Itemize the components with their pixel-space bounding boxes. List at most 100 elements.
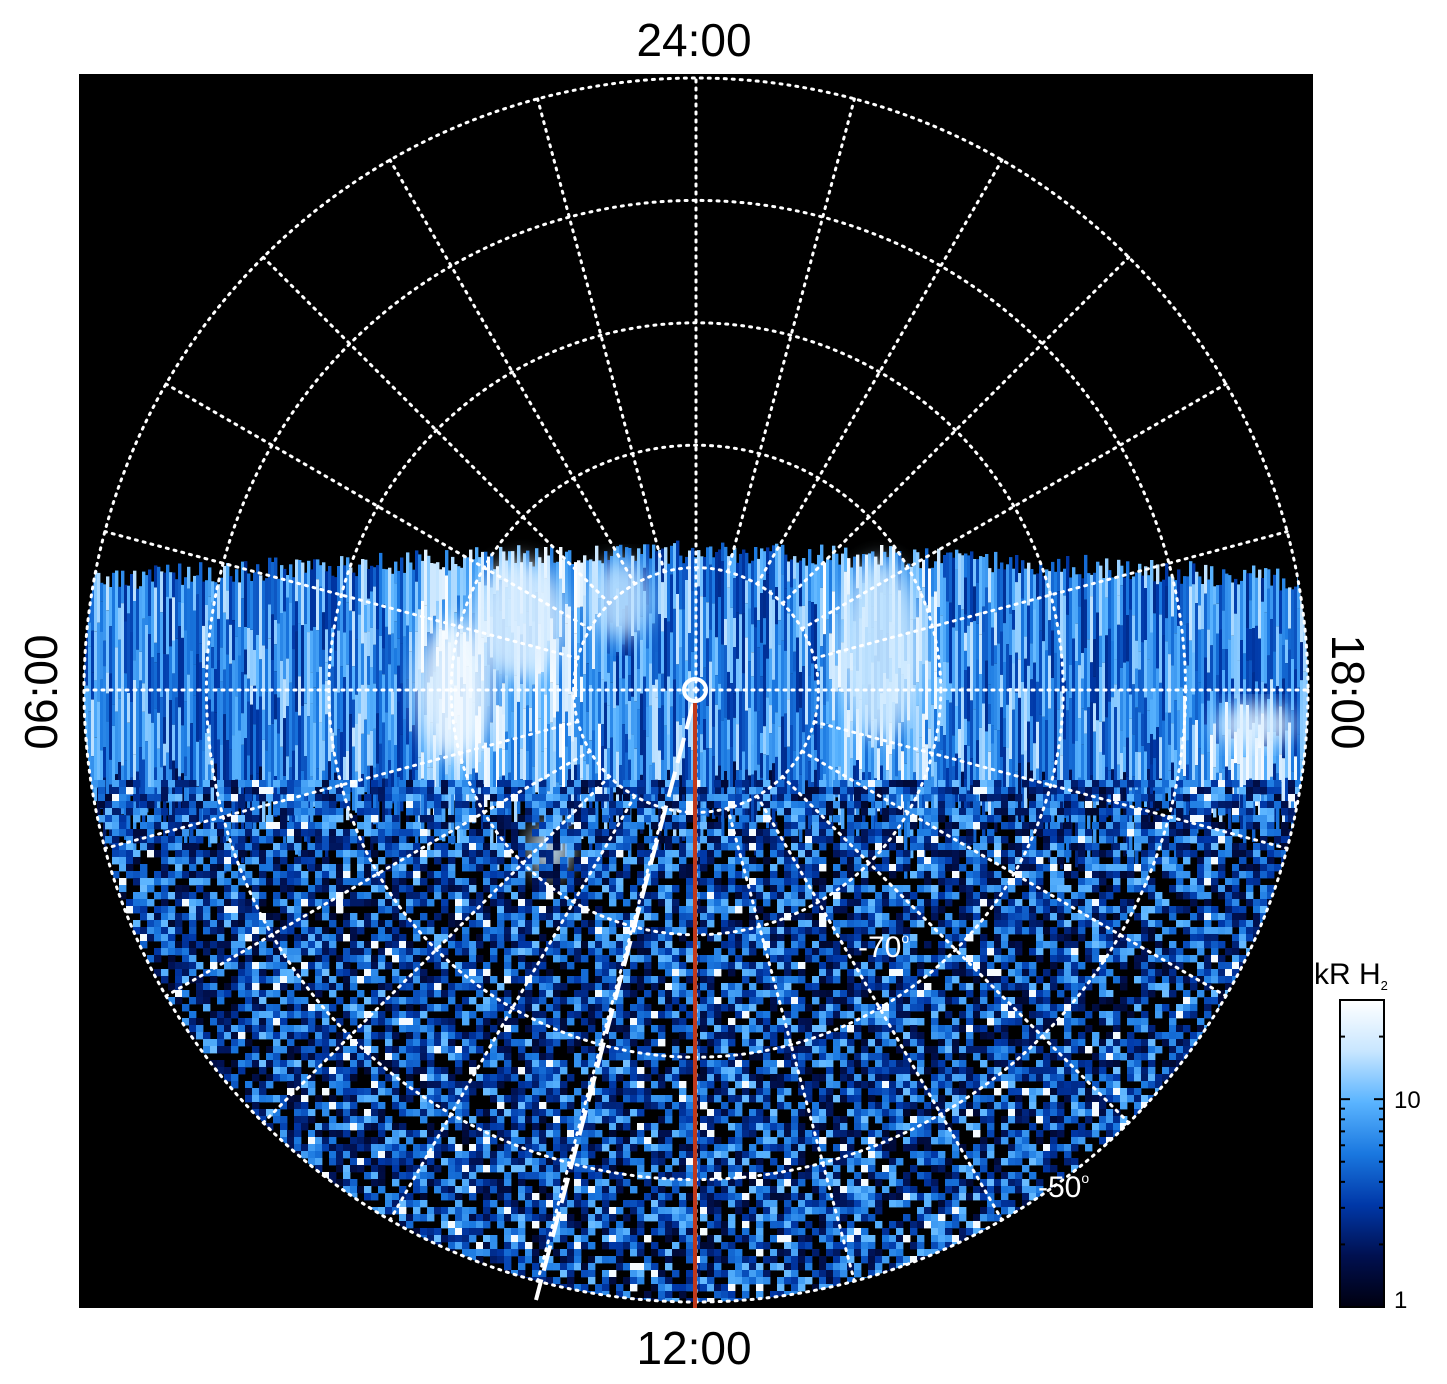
- emission-streak: [283, 718, 287, 776]
- emission-pixel: [147, 787, 155, 795]
- emission-streak: [241, 561, 245, 599]
- emission-pixel: [875, 787, 883, 795]
- emission-pixel: [511, 871, 519, 879]
- emission-streak: [775, 712, 779, 757]
- emission-pixel: [210, 808, 218, 816]
- emission-pixel: [812, 857, 820, 865]
- emission-pixel: [329, 843, 337, 851]
- emission-pixel: [924, 885, 932, 893]
- emission-pixel: [714, 864, 722, 872]
- emission-pixel: [609, 836, 617, 844]
- emission-pixel: [665, 780, 673, 788]
- emission-streak: [262, 580, 266, 610]
- emission-pixel: [420, 787, 428, 795]
- emission-pixel: [1253, 787, 1261, 795]
- emission-pixel: [595, 871, 603, 879]
- emission-pixel: [343, 787, 351, 795]
- emission-pixel: [378, 948, 386, 956]
- emission-streak: [823, 634, 827, 705]
- emission-pixel: [518, 899, 526, 907]
- emission-pixel: [224, 920, 232, 928]
- emission-streak: [382, 778, 386, 839]
- emission-pixel: [553, 899, 561, 907]
- emission-streak: [697, 666, 701, 725]
- emission-streak: [259, 696, 263, 767]
- emission-pixel: [644, 934, 652, 942]
- emission-pixel: [497, 927, 505, 935]
- emission-streak: [985, 731, 989, 812]
- emission-pixel: [546, 836, 554, 844]
- emission-streak: [691, 547, 695, 591]
- emission-pixel: [1057, 906, 1065, 914]
- emission-pixel: [154, 808, 162, 816]
- emission-streak: [916, 682, 920, 706]
- emission-streak: [574, 562, 578, 634]
- emission-pixel: [763, 927, 771, 935]
- emission-pixel: [1043, 850, 1051, 858]
- emission-streak: [856, 554, 860, 589]
- emission-pixel: [924, 864, 932, 872]
- emission-streak: [565, 623, 569, 712]
- emission-pixel: [826, 822, 834, 830]
- emission-streak: [163, 743, 167, 766]
- emission-pixel: [259, 920, 267, 928]
- emission-pixel: [777, 885, 785, 893]
- emission-pixel: [196, 906, 204, 914]
- emission-streak: [937, 607, 941, 628]
- emission-streak: [922, 787, 926, 860]
- emission-pixel: [455, 794, 463, 802]
- emission-streak: [451, 556, 455, 627]
- emission-pixel: [1015, 794, 1023, 802]
- emission-pixel: [175, 808, 183, 816]
- emission-pixel: [119, 878, 127, 886]
- emission-streak: [220, 681, 224, 745]
- emission-streak: [547, 771, 551, 792]
- emission-pixel: [1211, 780, 1219, 788]
- emission-pixel: [735, 794, 743, 802]
- emission-pixel: [623, 801, 631, 809]
- emission-streak: [583, 674, 587, 761]
- emission-streak: [181, 725, 185, 774]
- emission-pixel: [1106, 892, 1114, 900]
- emission-pixel: [644, 850, 652, 858]
- emission-pixel: [511, 843, 519, 851]
- emission-pixel: [910, 941, 918, 949]
- emission-streak: [220, 577, 224, 648]
- emission-pixel: [336, 794, 344, 802]
- emission-pixel: [616, 787, 624, 795]
- emission-pixel: [280, 801, 288, 809]
- emission-pixel: [721, 843, 729, 851]
- emission-streak: [1057, 558, 1061, 592]
- emission-pixel: [280, 878, 288, 886]
- emission-pixel: [763, 913, 771, 921]
- emission-streak: [814, 604, 818, 681]
- emission-pixel: [931, 857, 939, 865]
- emission-pixel: [1246, 801, 1254, 809]
- emission-pixel: [1050, 913, 1058, 921]
- emission-pixel: [336, 871, 344, 879]
- emission-pixel: [1029, 913, 1037, 921]
- emission-pixel: [574, 787, 582, 795]
- emission-pixel: [588, 871, 596, 879]
- emission-pixel: [1008, 920, 1016, 928]
- emission-pixel: [798, 892, 806, 900]
- emission-streak: [712, 557, 716, 604]
- emission-bright-patch: [475, 560, 565, 680]
- emission-streak: [433, 735, 437, 823]
- emission-pixel: [546, 829, 554, 837]
- emission-pixel: [1225, 913, 1233, 921]
- emission-streak: [1231, 582, 1235, 636]
- emission-pixel: [973, 843, 981, 851]
- emission-pixel: [350, 815, 358, 823]
- emission-streak: [487, 747, 491, 800]
- emission-streak: [1231, 635, 1235, 679]
- emission-streak: [811, 663, 815, 735]
- emission-pixel: [756, 906, 764, 914]
- emission-pixel: [665, 892, 673, 900]
- emission-pixel: [623, 941, 631, 949]
- emission-pixel: [357, 920, 365, 928]
- emission-streak: [757, 647, 761, 712]
- emission-pixel: [203, 878, 211, 886]
- emission-streak: [1213, 723, 1217, 768]
- emission-streak: [646, 648, 650, 707]
